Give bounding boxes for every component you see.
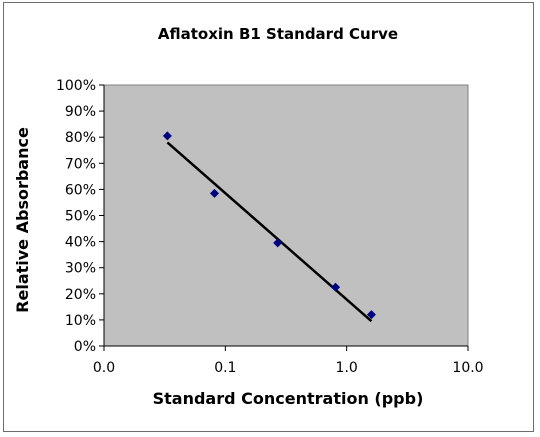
y-tick-label: 60% bbox=[65, 182, 96, 198]
x-tick-label: 10.0 bbox=[452, 360, 483, 376]
data-point bbox=[273, 238, 283, 248]
x-tick-label: 1.0 bbox=[336, 360, 358, 376]
chart-title: Aflatoxin B1 Standard Curve bbox=[158, 25, 398, 43]
data-point bbox=[209, 188, 219, 198]
x-tick-label: 0.0 bbox=[93, 360, 115, 376]
y-tick-label: 90% bbox=[65, 104, 96, 120]
y-axis: 0% 10% 20% 30% 40% 50% 60% 70% 80% 90% 100% bbox=[56, 78, 105, 355]
x-tick-label: 0.1 bbox=[214, 360, 236, 376]
data-points-layer bbox=[162, 131, 376, 320]
y-tick-label: 40% bbox=[65, 235, 96, 251]
y-tick-label: 0% bbox=[74, 339, 96, 355]
y-tick-label: 30% bbox=[65, 261, 96, 277]
trendline bbox=[166, 141, 373, 323]
y-tick-label: 10% bbox=[65, 313, 96, 329]
y-tick-label: 100% bbox=[56, 78, 96, 94]
y-axis-title: Relative Absorbance bbox=[13, 127, 32, 313]
x-axis-title: Standard Concentration (ppb) bbox=[153, 389, 424, 408]
trendline-layer bbox=[166, 141, 373, 323]
data-point bbox=[366, 310, 376, 320]
x-axis: 0.0 0.1 1.0 10.0 bbox=[93, 345, 484, 376]
y-tick-label: 20% bbox=[65, 287, 96, 303]
y-tick-label: 80% bbox=[65, 130, 96, 146]
y-tick-label: 50% bbox=[65, 209, 96, 225]
data-point bbox=[162, 131, 172, 141]
y-tick-label: 70% bbox=[65, 156, 96, 172]
data-point bbox=[331, 282, 341, 292]
plot-area bbox=[103, 84, 469, 347]
